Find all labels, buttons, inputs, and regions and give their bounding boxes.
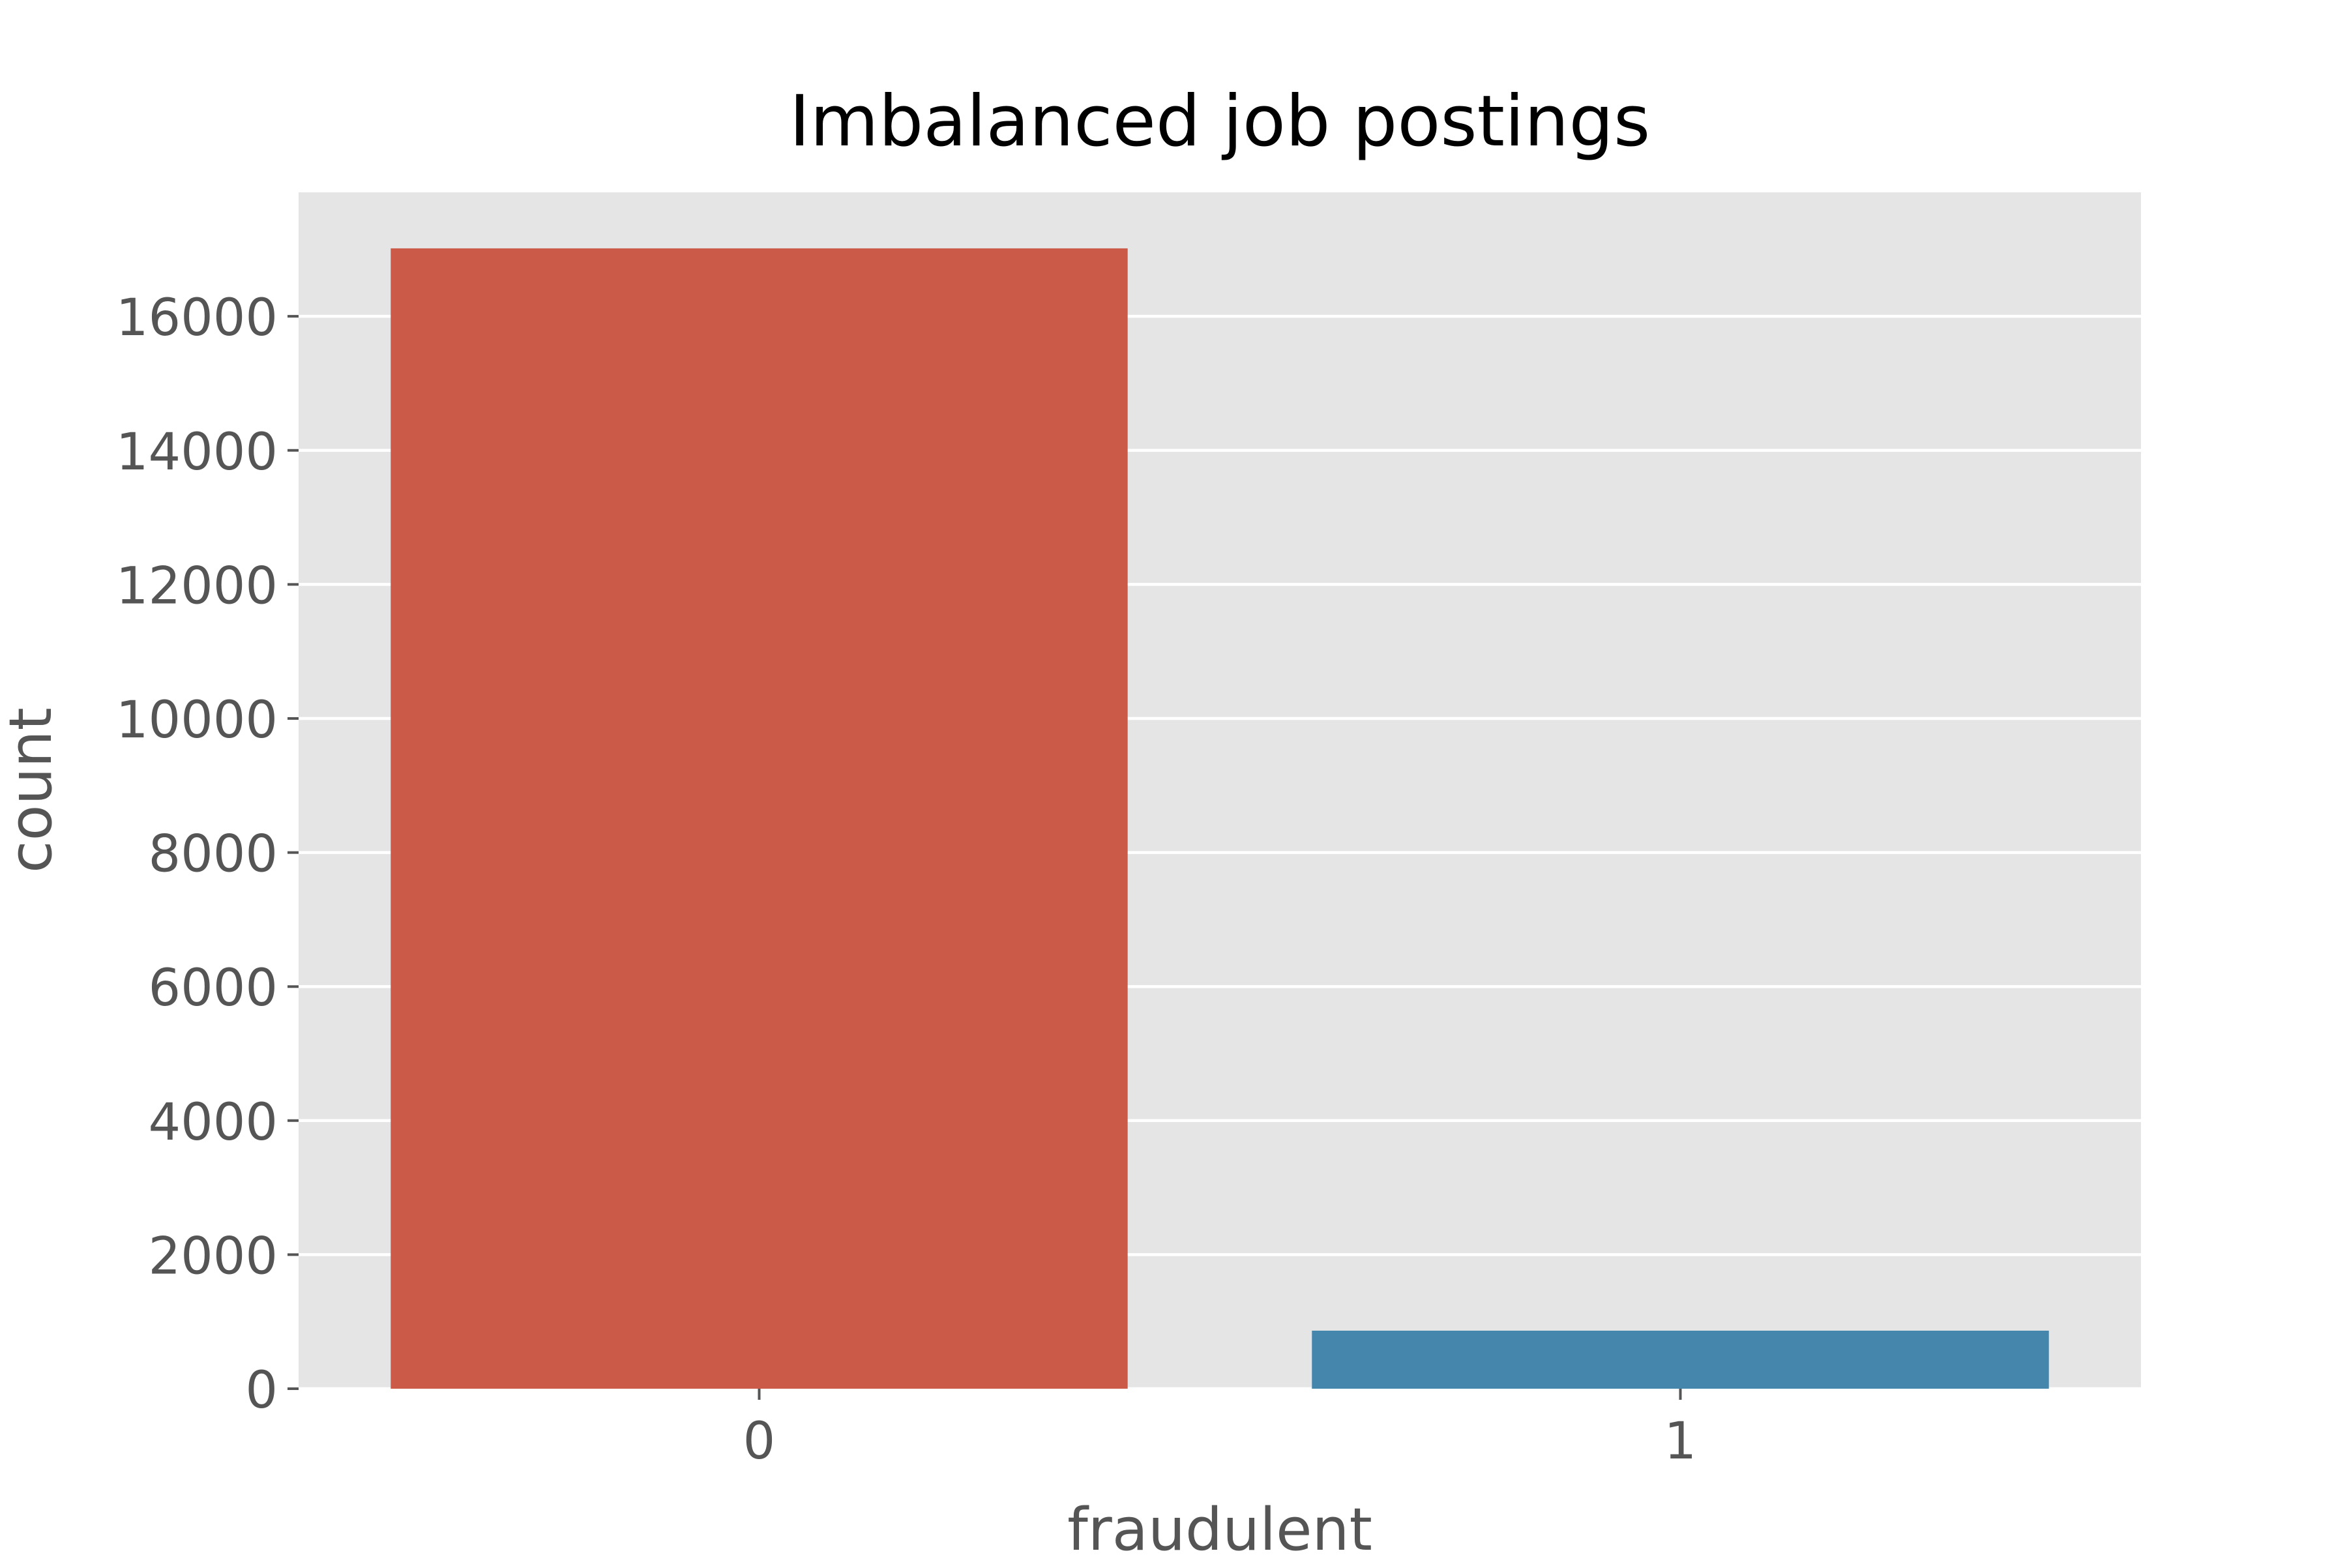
y-tick-label: 8000 [148,825,278,884]
x-axis-label: fraudulent [1067,1496,1372,1564]
bar-1 [1312,1330,2049,1389]
y-tick-label: 16000 [116,289,278,348]
y-axis-label: count [0,707,65,873]
y-tick-label: 6000 [148,959,278,1018]
bar-0 [391,248,1128,1389]
y-tick-label: 4000 [148,1093,278,1152]
y-tick-label: 10000 [116,691,278,750]
bars [391,248,2049,1389]
y-axis: 0 2000 4000 6000 8000 10000 12000 14000 16000 [116,289,299,1420]
y-tick-label: 2000 [148,1227,278,1286]
y-tick-label: 14000 [116,423,278,482]
x-tick-label: 0 [743,1412,776,1471]
x-tick-label: 1 [1664,1412,1697,1471]
y-tick-label: 12000 [116,557,278,615]
chart-title: Imbalanced job postings [790,81,1651,162]
y-tick-label: 0 [245,1361,278,1420]
